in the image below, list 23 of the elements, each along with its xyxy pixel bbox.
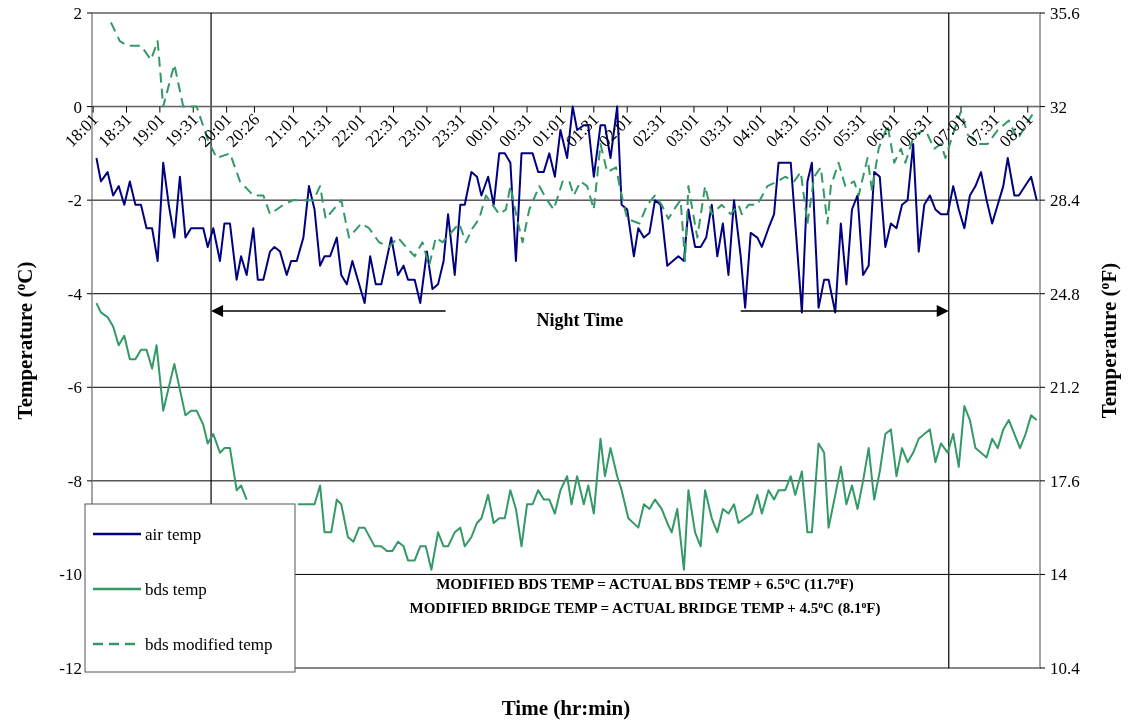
annotation: MODIFIED BRIDGE TEMP = ACTUAL BRIDGE TEMP + 4.5$^{o}$C (8.1$^{o}$F): [409, 598, 881, 617]
y2-tick-label: 28.4: [1050, 191, 1081, 211]
y2-tick-label: 14: [1050, 565, 1068, 585]
y-tick-label: 0: [73, 97, 82, 117]
y-tick-label: -4: [67, 284, 83, 304]
y2-tick-label: 10.4: [1050, 658, 1081, 678]
legend-label: bds modified temp: [145, 634, 273, 654]
annotation: Night Time: [536, 310, 624, 330]
y2-tick-label: 24.8: [1050, 284, 1080, 304]
legend-label: bds temp: [145, 579, 207, 599]
y2-tick-label: 32: [1050, 97, 1067, 117]
y-tick-label: -8: [67, 471, 82, 491]
y-tick-label: -2: [67, 191, 82, 211]
annotation: MODIFIED BDS TEMP = ACTUAL BDS TEMP + 6.5$^{o}$C (11.7$^{o}$F): [436, 574, 854, 593]
y2-tick-label: 21.2: [1050, 378, 1080, 398]
y-tick-label: -12: [59, 658, 82, 678]
y-tick-label: -6: [67, 378, 82, 398]
y2-tick-label: 17.6: [1050, 471, 1080, 491]
y2-tick-label: 35.6: [1050, 3, 1080, 23]
x-axis-title: Time (hr:min): [501, 696, 631, 720]
legend-label: air temp: [145, 524, 202, 544]
y-tick-label: -10: [59, 565, 82, 585]
y-tick-label: 2: [73, 3, 82, 23]
